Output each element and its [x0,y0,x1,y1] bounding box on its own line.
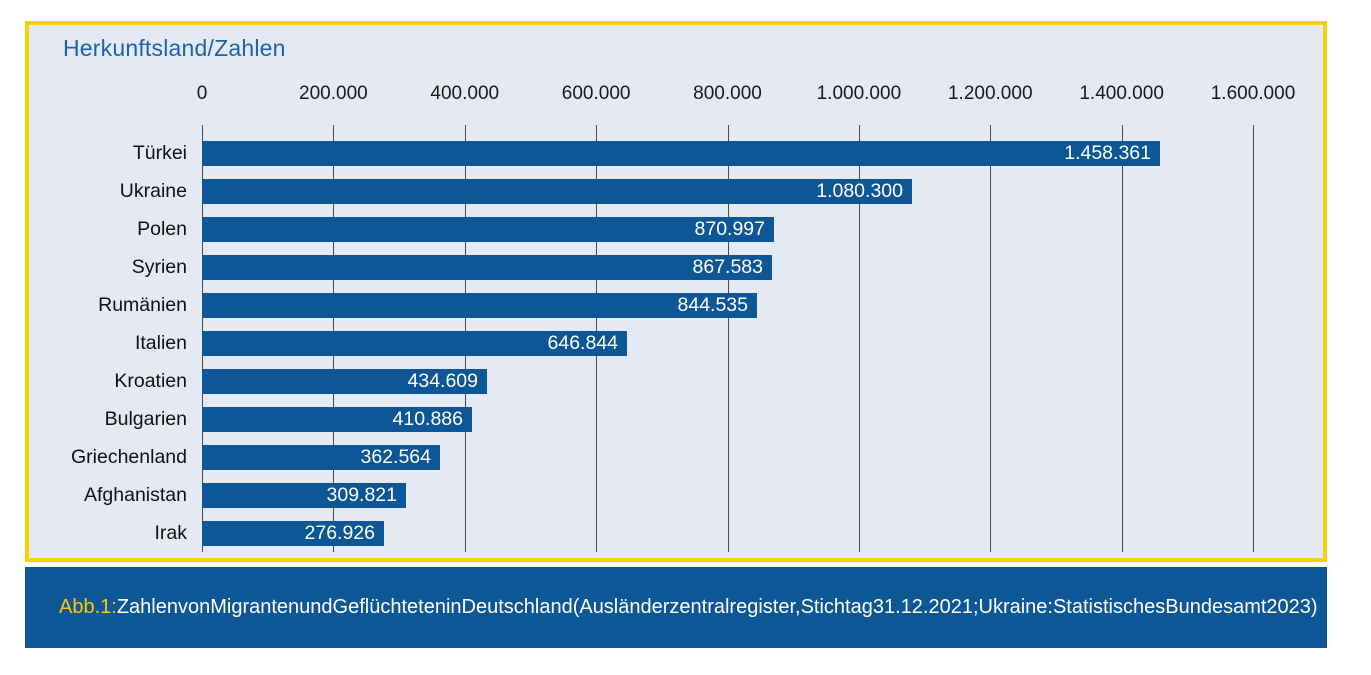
caption-prefix: Abb.1: [59,596,117,618]
bar: 309.821 [202,483,406,508]
x-tick-label: 400.000 [430,83,500,104]
caption-band: Abb.1:ZahlenvonMigrantenundGeflüchteteni… [25,567,1327,648]
gridline [1253,125,1254,552]
bar: 867.583 [202,255,772,280]
category-label: Afghanistan [84,484,187,506]
bar: 844.535 [202,293,757,318]
bar-value-label: 434.609 [407,370,479,392]
bar-value-label: 1.458.361 [1064,142,1151,164]
plot-area: 1.458.361 1.080.300 870.997 867.583 844.535 6… [202,125,1322,552]
x-tick-label: 0 [196,83,208,104]
category-label: Kroatien [114,370,187,392]
category-label: Ukraine [119,180,187,202]
category-label: Syrien [131,256,187,278]
x-tick-label: 200.000 [299,83,368,104]
caption-text: ZahlenvonMigrantenundGeflüchteteninDeuts… [116,596,1318,618]
bar-value-label: 276.926 [304,522,376,544]
bar-value-label: 309.821 [326,484,398,506]
gridline [1121,125,1123,552]
category-label: Rumänien [98,294,187,316]
chart-title: Herkunftsland/Zahlen [63,35,286,61]
bar: 410.886 [202,407,472,432]
bar: 434.609 [202,369,487,394]
category-label: Türkei [132,142,187,164]
gridline [990,125,992,552]
bar: 646.844 [202,331,627,356]
bar-value-label: 867.583 [692,256,764,278]
bar: 1.080.300 [202,179,912,204]
category-label: Irak [154,522,187,544]
x-tick-label: 800.000 [693,83,762,104]
bar-value-label: 362.564 [360,446,432,468]
x-tick-label: 1.000.000 [816,83,902,104]
chart-panel: Herkunftsland/Zahlen 0 200.000 400.000 600.… [25,21,1327,562]
gridline [727,125,729,552]
bar-value-label: 646.844 [547,332,619,354]
figure-caption: Abb.1:ZahlenvonMigrantenundGeflüchteteni… [59,596,1318,619]
bar-value-label: 844.535 [677,294,749,316]
bar-value-label: 870.997 [694,218,766,240]
category-label: Bulgarien [104,408,187,430]
x-tick-label: 1.600.000 [1210,83,1296,104]
x-tick-label: 1.200.000 [947,83,1033,104]
x-tick-label: 1.400.000 [1079,83,1164,104]
x-tick-label: 600.000 [561,83,631,104]
category-label: Italien [134,332,187,354]
bar: 870.997 [202,217,774,242]
gridline [858,125,860,552]
bar-value-label: 1.080.300 [816,180,903,202]
bar: 276.926 [202,521,384,546]
bar: 1.458.361 [202,141,1160,166]
category-label: Polen [137,218,187,240]
bar-value-label: 410.886 [392,408,464,430]
x-axis: 0 200.000 400.000 600.000 800.000 1.000.000 1.… [197,83,1322,109]
category-axis: Türkei Ukraine Polen Syrien Rumänien Italien K… [29,125,187,552]
bar: 362.564 [202,445,440,470]
category-label: Griechenland [71,446,187,468]
